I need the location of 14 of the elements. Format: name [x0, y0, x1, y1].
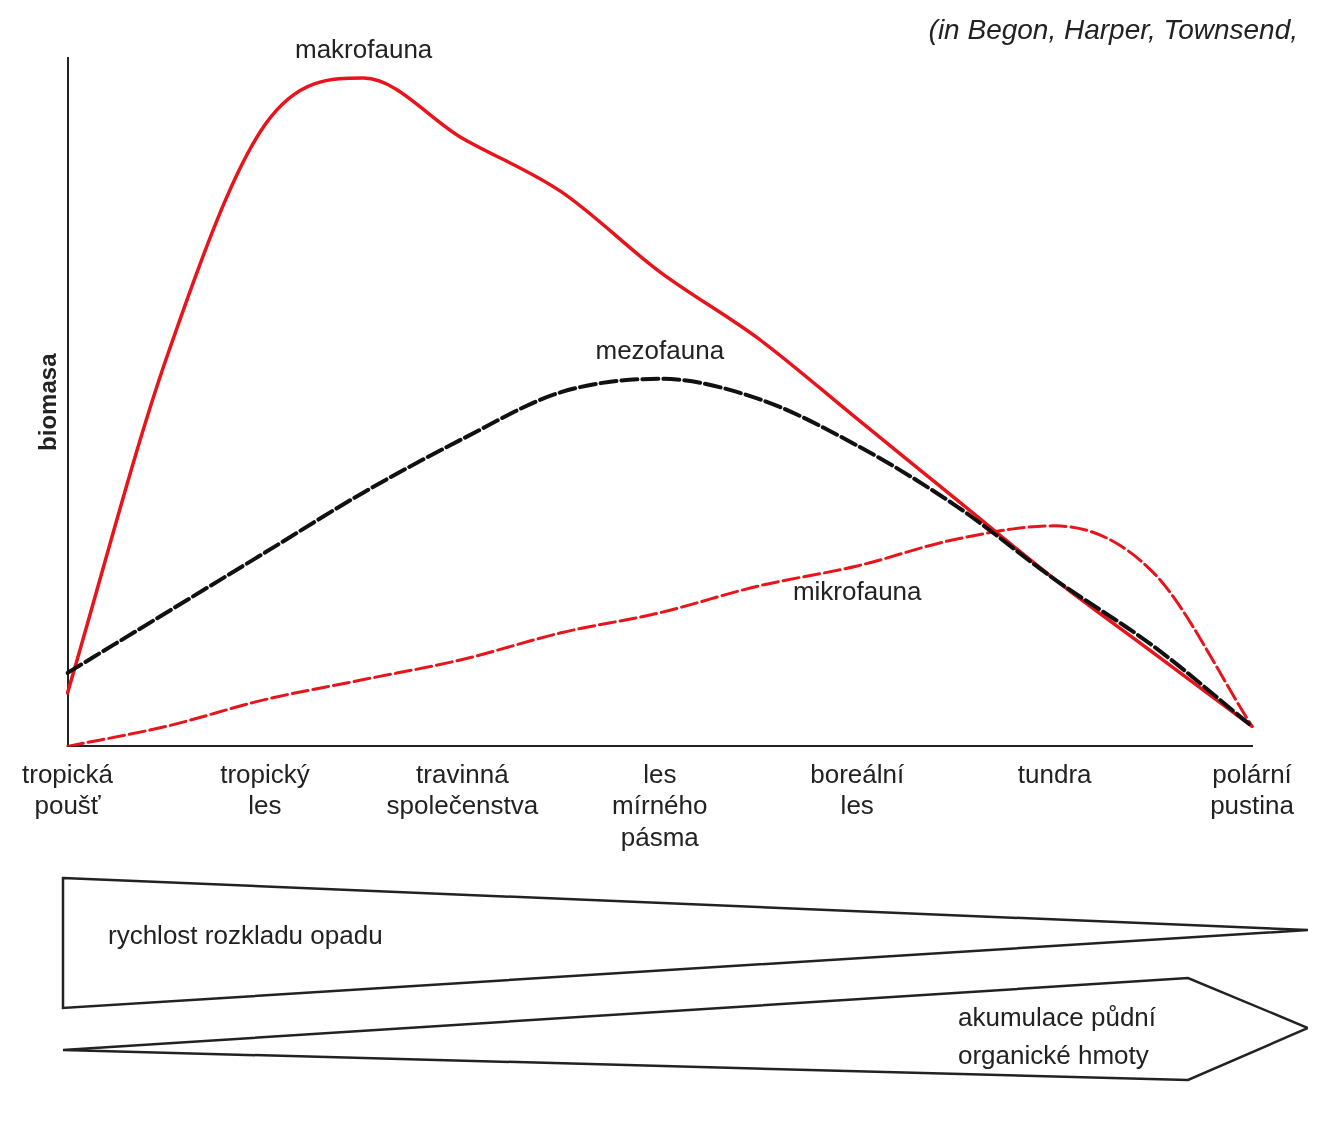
x-tick-label: boreální les — [810, 759, 905, 821]
series-label: mikrofauna — [792, 576, 923, 607]
text: rychlost rozkladu opadu — [108, 920, 383, 951]
x-tick-label: les mírného pásma — [612, 759, 708, 852]
y-axis-title: biomasa — [33, 352, 61, 451]
x-tick-label: tropická poušť — [22, 759, 114, 821]
series-label: makrofauna — [295, 34, 433, 65]
x-tick-label: travinná společenstva — [386, 759, 539, 821]
x-tick-label: tundra — [1017, 759, 1093, 790]
x-tick-label: polární pustina — [1210, 759, 1295, 821]
x-tick-label: tropický les — [220, 759, 310, 821]
series-label: mezofauna — [595, 334, 725, 365]
text: (in Begon, Harper, Townsend, — [928, 14, 1298, 46]
text: akumulace půdní organické hmoty — [958, 1001, 1158, 1072]
